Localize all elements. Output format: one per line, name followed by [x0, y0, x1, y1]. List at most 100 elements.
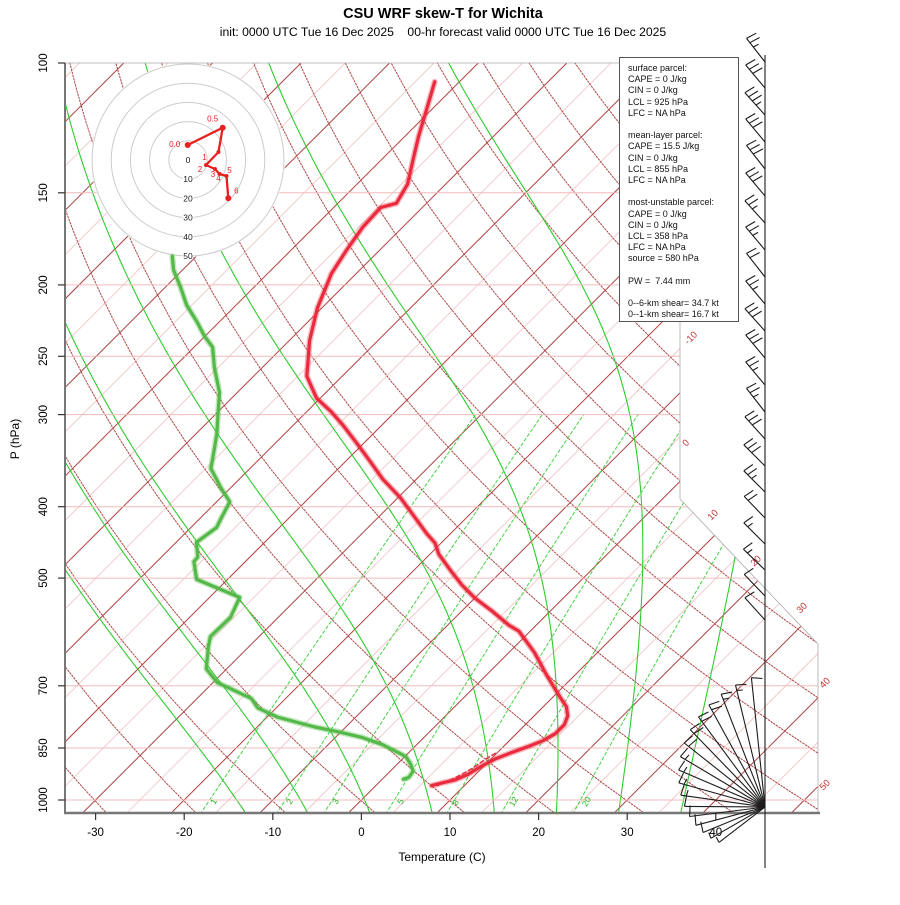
hodograph-point-label: 0.5	[207, 115, 219, 124]
page-subtitle: init: 0000 UTC Tue 16 Dec 2025 00-hr for…	[0, 25, 886, 39]
wind-barb	[745, 411, 765, 439]
parcel-info-line: CAPE = 15.5 J/kg	[628, 141, 738, 152]
dewpoint-profile	[172, 256, 413, 779]
parcel-info-line	[628, 186, 738, 197]
parcel-info-line: surface parcel:	[628, 63, 738, 74]
y-tick-label: 1000	[38, 787, 50, 813]
parcel-info-line: PW = 7.44 mm	[628, 276, 738, 287]
wind-barb	[746, 276, 765, 305]
hodograph-ring-label: 20	[183, 193, 193, 203]
isotherm-line	[747, 63, 900, 813]
x-tick-label: 10	[444, 827, 457, 839]
hodograph-ring-label: 30	[183, 213, 193, 223]
parcel-info-line: LFC = NA hPa	[628, 175, 738, 186]
wind-barb	[746, 222, 765, 251]
wind-barb	[746, 357, 765, 386]
wind-barb	[747, 248, 766, 277]
wind-barb	[745, 303, 765, 331]
wind-barb	[744, 490, 765, 518]
parcel-info-line: CAPE = 0 J/kg	[628, 74, 738, 85]
isotherm-edge-label: 10	[706, 508, 721, 523]
hodograph-ring-label: 10	[183, 174, 193, 184]
y-tick-label: 150	[38, 183, 50, 202]
parcel-info-line: source = 580 hPa	[628, 253, 738, 264]
parcel-info-line: 0--1-km shear= 16.7 kt	[628, 309, 738, 320]
y-tick-label: 500	[38, 569, 50, 588]
y-tick-label: 400	[38, 497, 50, 516]
isotherm-edge-label: -10	[682, 329, 699, 346]
parcel-info-line	[628, 119, 738, 130]
wind-barb	[745, 195, 765, 223]
wind-barb	[745, 87, 765, 115]
parcel-info-line: LCL = 925 hPa	[628, 97, 738, 108]
y-tick-label: 200	[38, 275, 50, 294]
isotherm-line	[836, 63, 900, 813]
isotherm-edge-label: 0	[680, 437, 692, 449]
hodograph-ring-label: 40	[183, 232, 193, 242]
mixing-ratio-line	[446, 415, 690, 814]
wind-barb	[746, 114, 765, 143]
wind-barb	[744, 465, 765, 493]
mixing-ratio-line	[200, 415, 475, 814]
hodograph-point-label: 3	[211, 170, 216, 179]
mixing-ratio-label: 3	[330, 797, 341, 806]
isotherm-edge-label: 50	[818, 778, 833, 793]
hodograph-ring-label: 0	[186, 155, 191, 165]
wind-barb	[751, 678, 765, 807]
hodograph-point-label: 0.0	[169, 140, 181, 149]
parcel-info-line	[628, 287, 738, 298]
mixing-ratio-label: 1	[208, 797, 219, 806]
parcel-info-line: CIN = 0 J/kg	[628, 153, 738, 164]
parcel-info-line: CIN = 0 J/kg	[628, 220, 738, 231]
y-tick-label: 250	[38, 347, 50, 366]
mixing-ratio-label: 2	[284, 797, 295, 806]
wind-barb	[746, 168, 765, 197]
hodograph-point-label: 2	[198, 165, 203, 174]
dewpoint-profile-halo	[172, 256, 413, 779]
y-axis-title: P (hPa)	[8, 419, 22, 459]
hodograph-ring-label: 50	[183, 251, 193, 261]
hodograph-point-label: 6	[234, 186, 239, 195]
parcel-info-line	[628, 265, 738, 276]
wind-barb	[745, 592, 765, 620]
dry-adiabat-line	[713, 63, 900, 814]
wind-barb	[690, 724, 765, 808]
parcel-info-line: CAPE = 0 J/kg	[628, 209, 738, 220]
x-tick-label: 0	[358, 827, 364, 839]
parcel-info-line: 0--6-km shear= 34.7 kt	[628, 298, 738, 309]
hodograph-point-label: 4	[216, 174, 221, 183]
parcel-info-line: CIN = 0 J/kg	[628, 85, 738, 96]
x-tick-label: -10	[264, 827, 281, 839]
isotherm-edge-label: 30	[795, 601, 810, 616]
x-tick-label: -30	[87, 827, 104, 839]
wind-barb	[744, 439, 765, 467]
wind-barb	[747, 140, 766, 169]
hodograph-point-label: 1	[202, 153, 207, 162]
parcel-info-line: most-unstable parcel:	[628, 197, 738, 208]
isotherm-line	[216, 63, 900, 813]
hodograph-point	[220, 125, 226, 131]
y-tick-label: 850	[38, 738, 50, 757]
wind-barb	[747, 383, 766, 412]
isotherm-line	[791, 63, 900, 813]
parcel-info-line: LFC = NA hPa	[628, 108, 738, 119]
parcel-info-line: LFC = NA hPa	[628, 242, 738, 253]
wind-barb	[736, 684, 766, 807]
parcel-info-line: mean-layer parcel:	[628, 130, 738, 141]
parcel-info-line: LCL = 358 hPa	[628, 231, 738, 242]
y-tick-label: 700	[38, 676, 50, 695]
hodograph-point	[217, 150, 221, 154]
x-axis-title: Temperature (C)	[398, 850, 485, 864]
y-tick-label: 100	[38, 53, 50, 72]
hodograph-point	[225, 195, 231, 201]
mixing-ratio-label: 12	[507, 795, 521, 808]
hodograph-point	[204, 163, 208, 167]
wind-barb	[746, 330, 765, 359]
dry-adiabat-line	[299, 63, 900, 814]
